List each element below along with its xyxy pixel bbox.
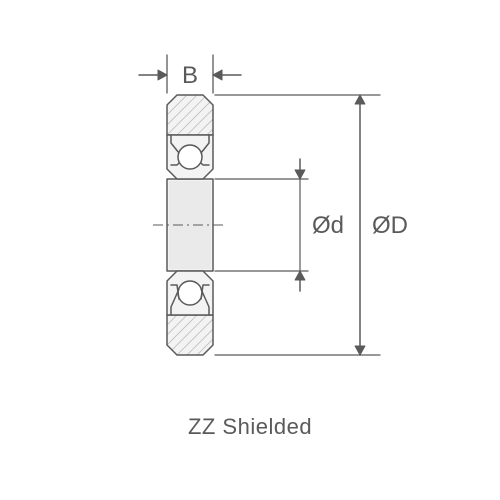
diagram-canvas: B ØD Ød ZZ Shielded — [0, 0, 500, 500]
svg-text:B: B — [182, 62, 198, 89]
svg-text:Ød: Ød — [312, 212, 344, 239]
caption: ZZ Shielded — [0, 414, 500, 440]
svg-text:ØD: ØD — [372, 212, 408, 239]
